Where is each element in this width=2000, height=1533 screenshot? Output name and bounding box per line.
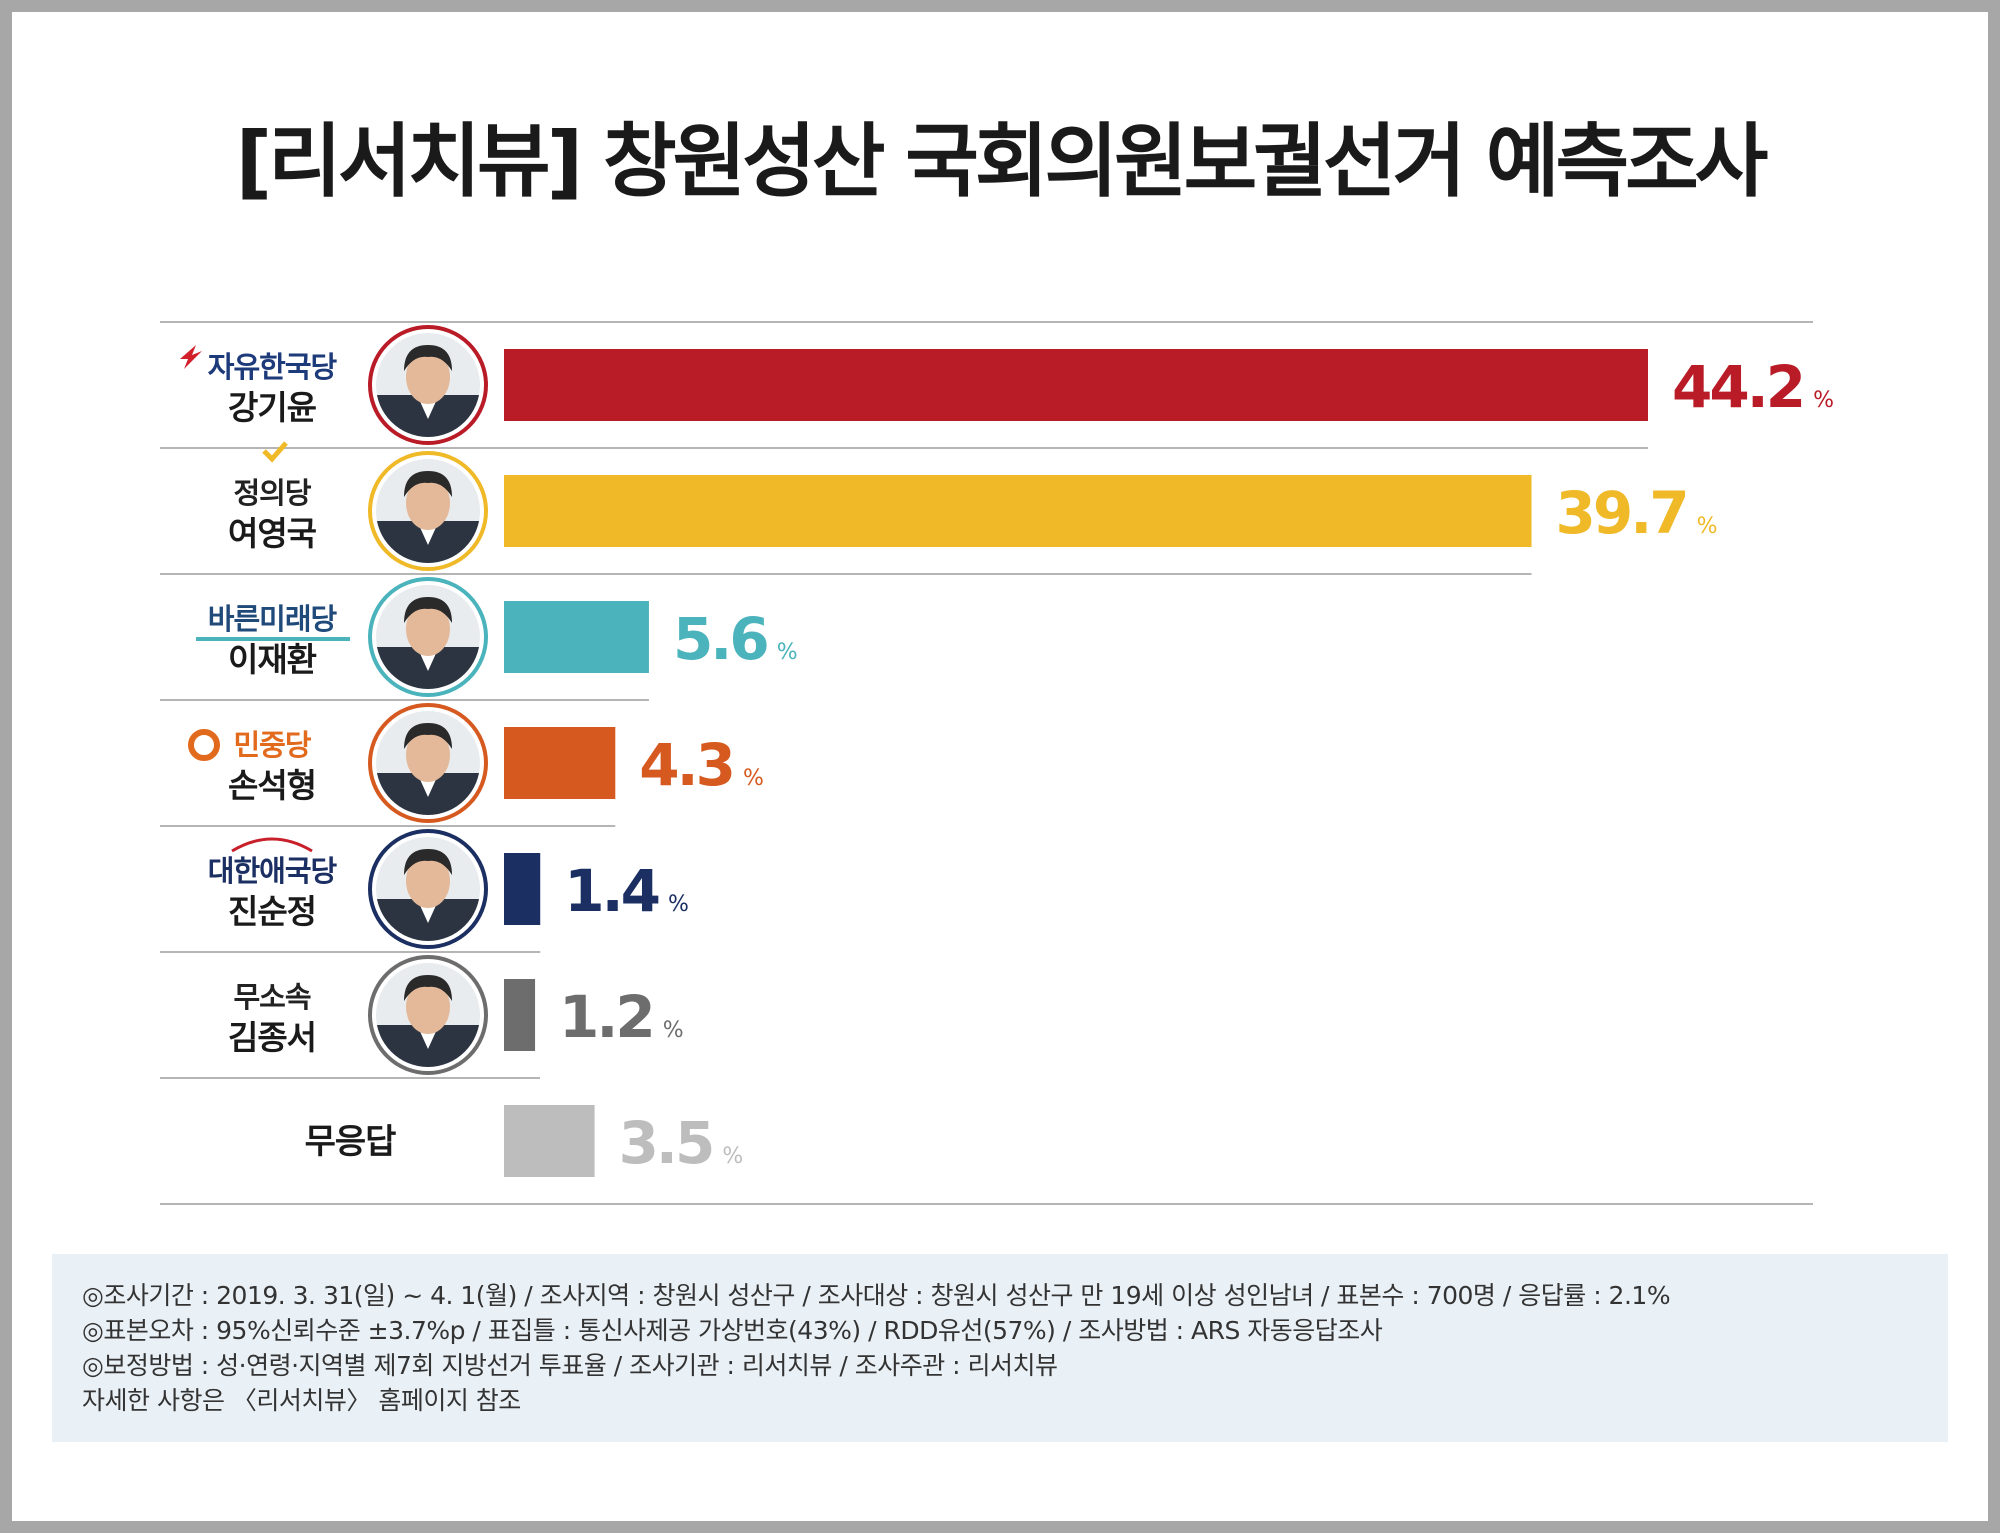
candidate-avatar <box>368 955 488 1075</box>
person-hair <box>404 597 452 623</box>
person-face <box>406 854 450 908</box>
candidate-avatar <box>368 451 488 571</box>
candidate-name: 이재환 <box>228 640 317 679</box>
person-face <box>406 980 450 1034</box>
party-name: 정의당 <box>233 476 311 510</box>
party-name: 바른미래당 <box>208 602 338 636</box>
candidate-name: 강기윤 <box>228 388 317 427</box>
candidate-avatar <box>368 325 488 445</box>
candidate-name: 여영국 <box>228 514 317 553</box>
person-hair <box>404 849 452 875</box>
candidate-avatar <box>368 829 488 949</box>
party-name: 무소속 <box>233 980 310 1014</box>
candidate-avatar <box>368 703 488 823</box>
value-label: 4.3 <box>639 731 733 799</box>
minjung-logo-icon <box>188 729 220 761</box>
party-name: 대한애국당 <box>208 854 338 888</box>
candidate-avatar <box>368 577 488 697</box>
person-face <box>406 350 450 404</box>
candidate-name: 손석형 <box>228 766 316 805</box>
candidate-name: 진순정 <box>228 892 316 931</box>
bar <box>504 1105 595 1177</box>
candidate-name: 김종서 <box>228 1018 316 1057</box>
checkmark-icon <box>262 441 288 463</box>
value-label: 1.4 <box>564 857 658 925</box>
value-label: 5.6 <box>673 605 767 673</box>
percent-sign: % <box>722 1144 743 1169</box>
survey-notes: ◎조사기간 : 2019. 3. 31(일) ~ 4. 1(월) / 조사지역 … <box>52 1254 1948 1442</box>
person-face <box>406 728 450 782</box>
percent-sign: % <box>663 1018 684 1043</box>
percent-sign: % <box>1697 514 1718 539</box>
person-face <box>406 602 450 656</box>
bar <box>504 349 1648 421</box>
value-label: 3.5 <box>619 1109 713 1177</box>
value-label: 44.2 <box>1672 353 1803 421</box>
note-line: ◎표본오차 : 95%신뢰수준 ±3.7%p / 표집틀 : 통신사제공 가상번… <box>82 1316 1383 1345</box>
arc-icon <box>231 837 313 853</box>
person-hair <box>404 723 452 749</box>
percent-sign: % <box>743 766 764 791</box>
person-face <box>406 476 450 530</box>
note-line: ◎조사기간 : 2019. 3. 31(일) ~ 4. 1(월) / 조사지역 … <box>82 1281 1671 1310</box>
value-label: 39.7 <box>1556 479 1687 547</box>
flame-icon <box>180 345 202 369</box>
person-hair <box>404 345 452 371</box>
person-hair <box>404 471 452 497</box>
percent-sign: % <box>777 640 798 665</box>
percent-sign: % <box>1813 388 1834 413</box>
bar <box>504 979 536 1051</box>
bar <box>504 601 649 673</box>
candidate-name: 무응답 <box>305 1122 397 1162</box>
bar <box>504 475 1532 547</box>
party-name: 민중당 <box>233 728 311 762</box>
note-line: 자세한 사항은 〈리서치뷰〉 홈페이지 참조 <box>82 1386 521 1415</box>
bar <box>504 727 616 799</box>
chart-title: [리서치뷰] 창원성산 국회의원보궐선거 예측조사 <box>235 115 1769 208</box>
person-hair <box>404 975 452 1001</box>
party-name: 자유한국당 <box>208 350 338 384</box>
value-label: 1.2 <box>559 983 653 1051</box>
bar <box>504 853 541 925</box>
percent-sign: % <box>668 892 689 917</box>
note-line: ◎보정방법 : 성·연령·지역별 제7회 지방선거 투표율 / 조사기관 : 리… <box>82 1351 1058 1380</box>
